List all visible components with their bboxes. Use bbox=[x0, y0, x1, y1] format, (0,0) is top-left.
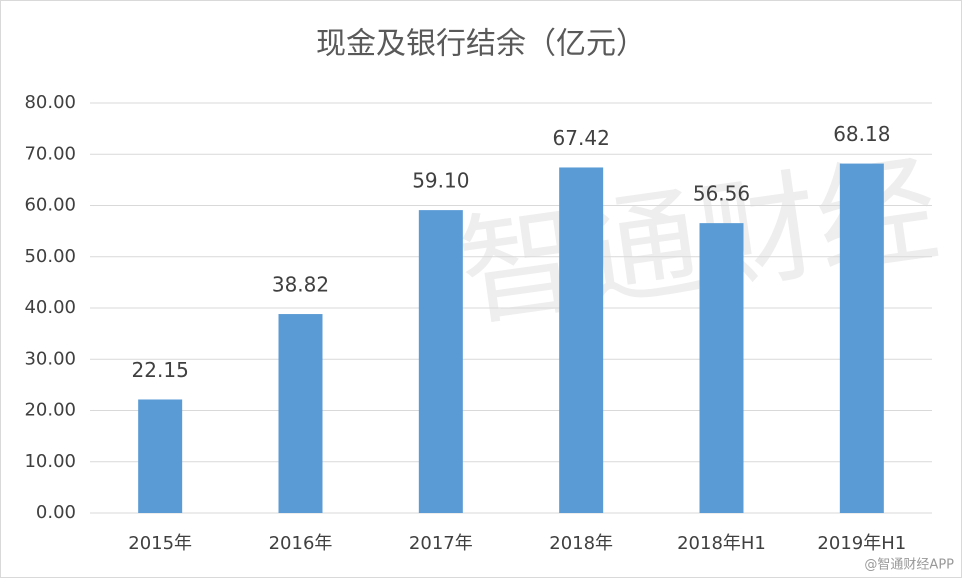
x-tick-label: 2015年 bbox=[128, 533, 192, 554]
value-label: 59.10 bbox=[412, 169, 469, 193]
y-tick-label: 10.00 bbox=[24, 451, 76, 472]
bar bbox=[278, 314, 323, 513]
value-label: 67.42 bbox=[553, 126, 610, 150]
x-tick-label: 2017年 bbox=[409, 533, 473, 554]
y-tick-label: 40.00 bbox=[24, 297, 76, 318]
x-tick-label: 2016年 bbox=[269, 533, 333, 554]
x-tick-label: 2018年H1 bbox=[677, 533, 766, 554]
y-tick-label: 0.00 bbox=[36, 502, 76, 523]
value-label: 56.56 bbox=[693, 182, 750, 206]
x-tick-label: 2019年H1 bbox=[817, 533, 906, 554]
bar bbox=[699, 223, 744, 513]
x-tick-label: 2018年 bbox=[549, 533, 613, 554]
chart-title: 现金及银行结余（亿元） bbox=[316, 27, 646, 62]
y-tick-label: 50.00 bbox=[24, 246, 76, 267]
y-tick-label: 70.00 bbox=[24, 143, 76, 164]
y-tick-label: 20.00 bbox=[24, 400, 76, 421]
source: @智通财经APP bbox=[864, 558, 954, 573]
value-label: 38.82 bbox=[272, 273, 329, 297]
bar bbox=[138, 399, 183, 513]
bar bbox=[418, 210, 463, 514]
value-label: 68.18 bbox=[833, 122, 890, 146]
y-tick-label: 30.00 bbox=[24, 348, 76, 369]
y-tick-label: 60.00 bbox=[24, 195, 76, 216]
bar bbox=[559, 167, 604, 513]
bar bbox=[839, 163, 884, 513]
value-label: 22.15 bbox=[132, 358, 189, 382]
y-tick-label: 80.00 bbox=[24, 92, 76, 113]
